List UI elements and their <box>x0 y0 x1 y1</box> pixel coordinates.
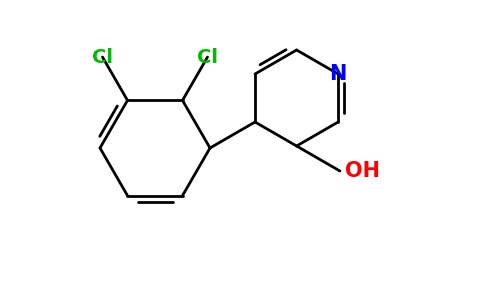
Text: OH: OH <box>345 161 380 181</box>
Text: Cl: Cl <box>92 48 113 67</box>
Text: N: N <box>330 64 347 84</box>
Text: Cl: Cl <box>197 48 218 67</box>
